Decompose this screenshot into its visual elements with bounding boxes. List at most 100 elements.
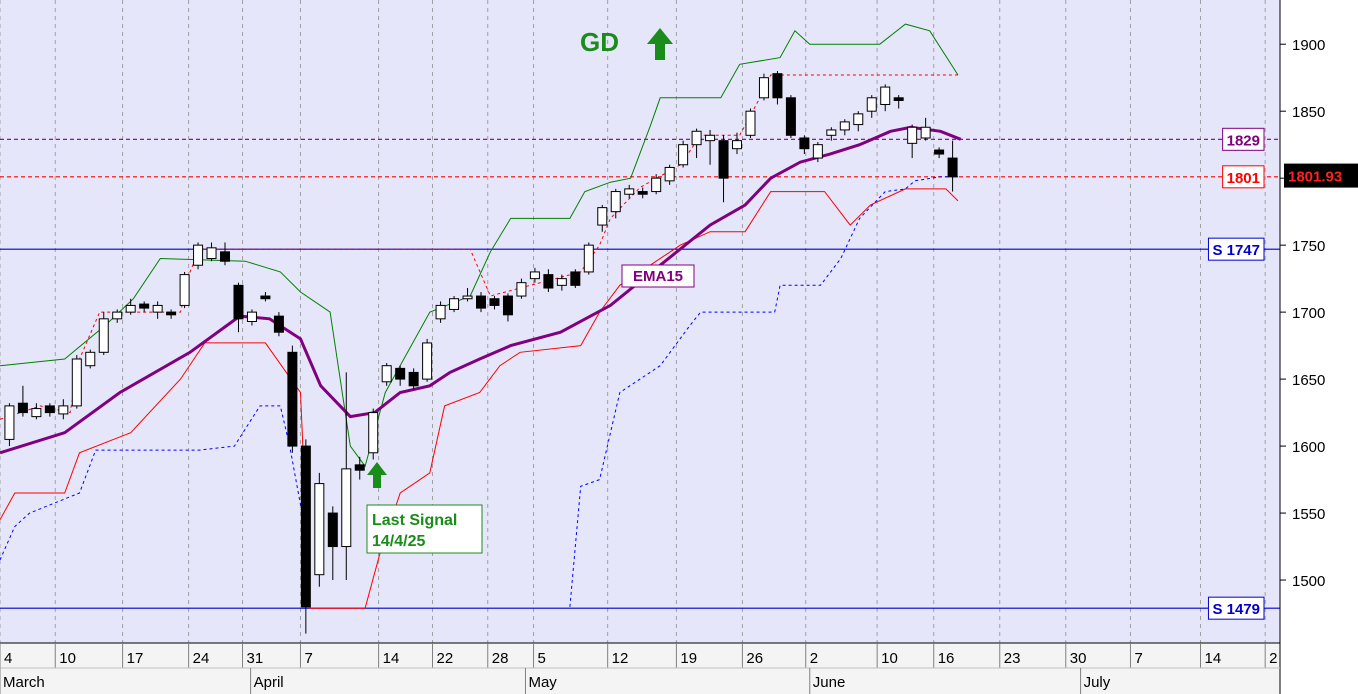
candle-body <box>327 512 338 548</box>
plot-background <box>0 0 1280 643</box>
level-label-text: S 1747 <box>1212 242 1260 259</box>
x-tick-label: 19 <box>680 650 697 667</box>
level-label: 1801 <box>1222 165 1265 189</box>
candle-body <box>624 188 635 195</box>
candle-body <box>718 140 729 179</box>
x-tick-label: 2 <box>1269 650 1277 667</box>
candle-body <box>543 274 554 289</box>
x-tick-label: 2 <box>810 650 818 667</box>
candle-body <box>395 367 406 380</box>
last-price-label: 1801.93 <box>1288 169 1342 186</box>
candle-body <box>732 140 743 150</box>
x-tick-label: 14 <box>383 650 400 667</box>
candle-body <box>678 144 689 166</box>
candle-body <box>907 126 918 144</box>
level-label-box <box>1222 165 1265 189</box>
x-tick-label: 31 <box>247 650 264 667</box>
level-label-box <box>1207 596 1265 620</box>
candle-body <box>341 468 352 548</box>
candle-body <box>449 298 460 310</box>
candle-body <box>664 166 675 182</box>
month-label: July <box>1084 674 1111 691</box>
candle-body <box>408 371 419 387</box>
candle-body <box>179 274 190 306</box>
candle-body <box>17 402 28 414</box>
candle-body <box>583 244 594 273</box>
y-tick-label: 1850 <box>1292 104 1325 121</box>
candle-body <box>166 311 177 316</box>
level-label-text: 1829 <box>1227 132 1260 149</box>
candle-body <box>637 191 648 195</box>
candle-body <box>260 295 271 300</box>
signal-label-box <box>366 504 483 554</box>
candle-body <box>246 311 257 323</box>
x-tick-label: 7 <box>304 650 312 667</box>
x-tick-label: 10 <box>59 650 76 667</box>
x-tick-label: 22 <box>437 650 454 667</box>
y-tick-label: 1750 <box>1292 238 1325 255</box>
candle-body <box>489 298 500 306</box>
candle-body <box>705 134 716 142</box>
candle-body <box>745 110 756 136</box>
candle-body <box>529 271 540 280</box>
x-tick-label: 12 <box>612 650 629 667</box>
candle-body <box>880 86 891 105</box>
up-arrow <box>647 28 673 60</box>
signal-label-line: 14/4/25 <box>372 533 425 550</box>
y-tick-label: 1700 <box>1292 305 1325 322</box>
candle-body <box>220 251 231 262</box>
candle-body <box>839 121 850 131</box>
level-label: S 1747 <box>1207 237 1265 261</box>
candle-body <box>597 207 608 226</box>
last-price-box <box>1284 163 1358 188</box>
month-label: May <box>528 674 557 691</box>
x-tick-label: 26 <box>746 650 763 667</box>
candle-body <box>934 149 945 155</box>
x-tick-label: 16 <box>938 650 955 667</box>
candle-body <box>516 282 527 297</box>
candle-body <box>287 351 298 447</box>
candle-body <box>758 77 769 99</box>
y-tick-label: 1600 <box>1292 439 1325 456</box>
signal-label-line: Last Signal <box>372 512 457 529</box>
candle-body <box>920 126 931 139</box>
candle-body <box>314 483 325 576</box>
candle-body <box>476 295 487 309</box>
level-label: S 1479 <box>1207 596 1265 620</box>
candle-body <box>826 129 837 136</box>
x-tick-label: 4 <box>4 650 12 667</box>
candle-body <box>381 365 392 383</box>
candle-body <box>772 73 783 99</box>
candle-body <box>71 358 82 407</box>
x-tick-label: 24 <box>193 650 210 667</box>
grid-layer <box>0 0 1266 643</box>
candle-body <box>354 464 365 471</box>
candle-body <box>4 405 15 440</box>
candle-body <box>44 405 55 414</box>
candle-body <box>853 113 864 126</box>
indicator-line <box>0 23 959 468</box>
month-label: June <box>813 674 846 691</box>
candle-body <box>31 408 42 418</box>
candle-body <box>947 157 958 178</box>
candle-body <box>651 177 662 193</box>
month-label: March <box>3 674 45 691</box>
level-label-text: S 1479 <box>1212 601 1260 618</box>
signal-title: GD <box>580 27 619 57</box>
annotations: GD EMA15 Last Signal 14/4/25 <box>366 27 695 554</box>
candle-body <box>58 405 69 415</box>
x-tick-label: 17 <box>127 650 144 667</box>
candle-body <box>893 97 904 101</box>
candle-body <box>866 97 877 112</box>
candle-body <box>570 271 581 286</box>
level-label-text: 1801 <box>1227 170 1260 187</box>
signal-arrow <box>367 462 387 488</box>
x-tick-label: 5 <box>538 650 546 667</box>
indicator-line <box>0 188 959 609</box>
ema-label-box <box>621 264 695 288</box>
candle-body <box>610 191 621 213</box>
candle-body <box>422 342 433 380</box>
candle-body <box>300 445 311 608</box>
